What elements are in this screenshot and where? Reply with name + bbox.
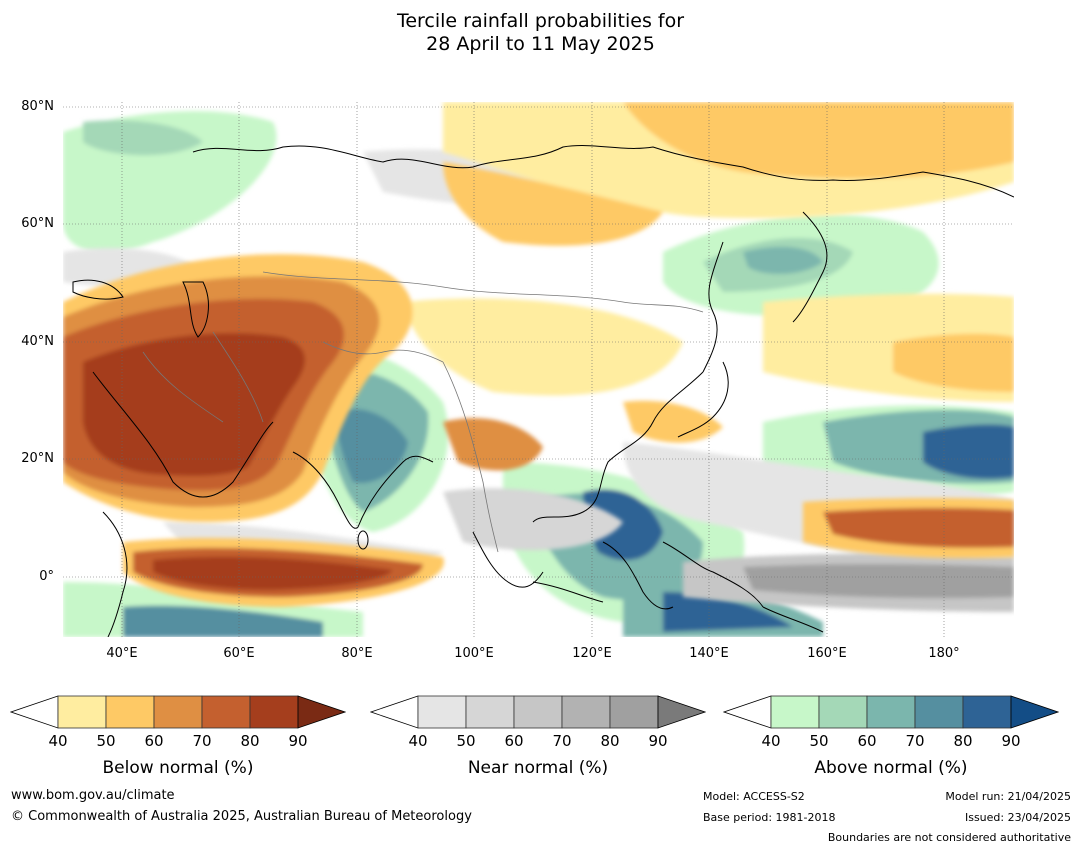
colorbar-min-extension: [10, 695, 59, 729]
lon-label-180: 180°: [928, 646, 960, 661]
colorbar-tick-label: 50: [96, 732, 116, 750]
colorbar-graphic: [723, 695, 1059, 729]
lon-label-120e: 120°E: [572, 646, 612, 661]
colorbar-tick-label: 60: [857, 732, 877, 750]
lat-label-60n: 60°N: [21, 216, 54, 231]
colorbar-tick-label: 80: [953, 732, 973, 750]
colorbar-tick-label: 70: [905, 732, 925, 750]
colorbar-segment: [962, 695, 1012, 729]
website-link[interactable]: www.bom.gov.au/climate: [11, 788, 175, 803]
below-normal-field: [63, 102, 1014, 607]
colorbar-title: Below normal (%): [102, 758, 254, 778]
colorbar-below-normal: 40 50 60 70 80 90 Below normal (%): [10, 695, 350, 778]
colorbar-segment: [866, 695, 916, 729]
colorbar-segment: [57, 695, 107, 729]
colorbar-max-extension: [297, 695, 346, 729]
colorbar-tick-label: 40: [408, 732, 428, 750]
colorbar-segment: [105, 695, 155, 729]
lat-label-40n: 40°N: [21, 334, 54, 349]
colorbar-segment: [609, 695, 659, 729]
rainfall-probability-map: [63, 102, 1014, 637]
lat-label-0: 0°: [39, 569, 54, 584]
issued-date: Issued: 23/04/2025: [964, 811, 1071, 824]
colorbar-max-extension: [657, 695, 706, 729]
colorbar-title: Near normal (%): [467, 758, 609, 778]
colorbar-segment: [465, 695, 515, 729]
lon-label-100e: 100°E: [454, 646, 494, 661]
coastlines: [72, 145, 1014, 637]
colorbar-graphic: [370, 695, 706, 729]
colorbar-tick-label: 90: [288, 732, 308, 750]
colorbar-min-extension: [370, 695, 419, 729]
colorbar-max-extension: [1010, 695, 1059, 729]
colorbar-segment: [249, 695, 299, 729]
colorbar-segment: [561, 695, 611, 729]
colorbar-segment: [818, 695, 868, 729]
colorbar-tick-label: 70: [552, 732, 572, 750]
colorbar-tick-label: 60: [144, 732, 164, 750]
model-name: Model: ACCESS-S2: [703, 790, 805, 803]
colorbar-tick-label: 50: [809, 732, 829, 750]
colorbar-title: Above normal (%): [814, 758, 968, 778]
lon-label-40e: 40°E: [106, 646, 138, 661]
colorbar-above-normal: 40 50 60 70 80 90 Above normal (%): [723, 695, 1063, 778]
lat-label-20n: 20°N: [21, 451, 54, 466]
colorbar-tick-label: 80: [240, 732, 260, 750]
colorbar-tick-label: 60: [504, 732, 524, 750]
colorbar-segment: [513, 695, 563, 729]
colorbar-segment: [417, 695, 467, 729]
lon-label-160e: 160°E: [807, 646, 847, 661]
colorbar-segment: [153, 695, 203, 729]
colorbar-tick-label: 50: [456, 732, 476, 750]
colorbar-segment: [914, 695, 964, 729]
colorbar-tick-label: 90: [1001, 732, 1021, 750]
map-canvas: [63, 102, 1014, 637]
map-title-line-2: 28 April to 11 May 2025: [426, 33, 655, 55]
graticule: [63, 102, 1014, 637]
colorbar-segment: [201, 695, 251, 729]
lon-label-60e: 60°E: [223, 646, 255, 661]
base-period: Base period: 1981-2018: [703, 811, 836, 824]
lon-label-80e: 80°E: [341, 646, 373, 661]
country-borders: [142, 271, 704, 553]
colorbar-tick-label: 80: [600, 732, 620, 750]
colorbar-min-extension: [723, 695, 772, 729]
colorbar-near-normal: 40 50 60 70 80 90 Near normal (%): [370, 695, 710, 778]
boundaries-disclaimer: Boundaries are not considered authoritat…: [827, 831, 1071, 844]
colorbar-tick-label: 40: [761, 732, 781, 750]
colorbar-graphic: [10, 695, 346, 729]
colorbar-tick-label: 70: [192, 732, 212, 750]
colorbar-segment: [770, 695, 820, 729]
map-title-line-1: Tercile rainfall probabilities for: [396, 10, 685, 32]
colorbar-tick-label: 90: [648, 732, 668, 750]
lat-label-80n: 80°N: [21, 99, 54, 114]
model-run-date: Model run: 21/04/2025: [945, 790, 1071, 803]
lon-label-140e: 140°E: [689, 646, 729, 661]
map-title: Tercile rainfall probabilities for 28 Ap…: [0, 10, 1081, 56]
colorbar-tick-label: 40: [48, 732, 68, 750]
copyright-notice: © Commonwealth of Australia 2025, Austra…: [11, 809, 472, 824]
